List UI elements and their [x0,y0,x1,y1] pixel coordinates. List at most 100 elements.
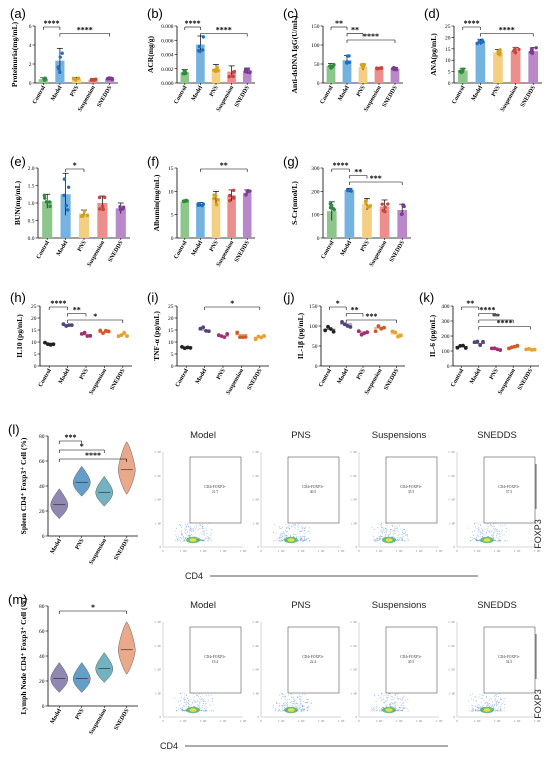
flow-event [391,706,393,708]
flow-event [398,698,399,700]
flow-event [389,529,391,531]
category-label: Model [58,368,72,385]
flow-event [203,535,205,536]
flow-event [184,705,185,707]
flow-event [280,540,282,542]
data-point [100,204,105,209]
data-point [184,199,188,203]
flow-x-tick: 1· 10⁶ [436,550,443,553]
flow-event [279,535,281,537]
significance-label: **** [497,319,513,328]
flow-event [494,522,496,524]
flow-event [292,705,293,707]
flow-event [304,535,306,537]
flow-event [474,538,476,540]
flow-event [184,536,186,538]
flow-event [486,705,488,707]
significance-label: **** [185,19,201,28]
violin [50,488,69,520]
y-axis-label: Spleen CD4⁺ Foxp3⁺ Cell (%) [19,437,28,534]
data-point [331,329,336,334]
flow-event [385,700,387,702]
flow-event [487,523,489,525]
data-point [366,205,370,209]
flow-event [386,694,388,696]
y-tick-label: 100 [311,213,320,219]
flow-y-tick: 1· 10⁶ [154,451,161,454]
flow-event [498,530,500,532]
flow-event [382,698,384,700]
y-tick-label: 150 [309,304,318,310]
flow-gate-name: CD4+FOXP3+ [204,655,226,659]
flow-event [503,710,505,712]
data-point [329,65,333,69]
flow-event [473,535,474,537]
data-point [383,205,387,209]
category-label: Model [337,85,351,102]
flow-event [186,694,187,696]
flow-event [491,704,493,706]
flow-event [392,699,394,701]
y-axis-label: IL10 (pg/mL) [15,314,24,358]
bar [211,68,221,83]
flow-event [501,703,503,705]
flow-y-tick: 0 [356,716,358,719]
flow-event [400,710,402,712]
flow-event [282,526,284,528]
flow-x-tick: 0 [162,550,164,553]
category-label: SNEDDS [113,707,130,731]
flow-event [392,703,393,705]
bar [105,78,115,83]
flow-event [299,535,301,537]
flow-event [493,533,495,535]
flow-event [478,696,480,698]
flow-event [208,523,210,524]
flow-event [479,535,481,537]
significance-label: **** [479,306,495,315]
category-label: Suspension [364,367,384,395]
flow-event [201,539,203,541]
category-label: Control [36,240,51,261]
flow-event [294,524,296,526]
y-axis-label: ACR(mg/g) [146,35,155,73]
flow-event [298,696,300,697]
flow-event [492,523,494,525]
flow-event [393,536,395,538]
flow-event [299,705,301,707]
flow-event [404,708,406,709]
flow-event [478,707,479,709]
flow-event [278,710,280,712]
flow-event [179,540,181,542]
flow-event [378,540,379,542]
data-point [110,76,115,81]
data-point [356,329,361,334]
category-label: PNS [75,707,86,720]
flow-gate-name: CD4+FOXP3+ [204,485,226,489]
flow-event [203,530,205,532]
flow-y-tick: 1· 10³ [448,522,455,525]
flow-event [487,703,489,705]
data-point [197,201,201,206]
flow-event [184,539,185,541]
bar [97,203,108,238]
flow-event [299,698,301,699]
flow-event [395,692,397,694]
flow-event [298,707,300,709]
flow-event [484,528,486,530]
flow-event [402,533,404,535]
flow-event [499,708,501,710]
flow-event [404,531,406,533]
flow-event [397,538,399,540]
panel-j: (j) 0 50 100 150 IL-1β (pg/mL) Control Model PNS… [283,290,405,396]
flow-event [299,537,301,539]
flow-event [474,530,476,532]
flow-event [401,539,403,541]
flow-event [281,535,283,537]
flow-event [395,704,397,706]
flow-event [299,533,301,535]
flow-event [198,693,200,695]
flow-event [210,694,212,696]
flow-event [479,539,481,541]
flow-event [481,705,483,707]
flow-event [300,710,302,712]
